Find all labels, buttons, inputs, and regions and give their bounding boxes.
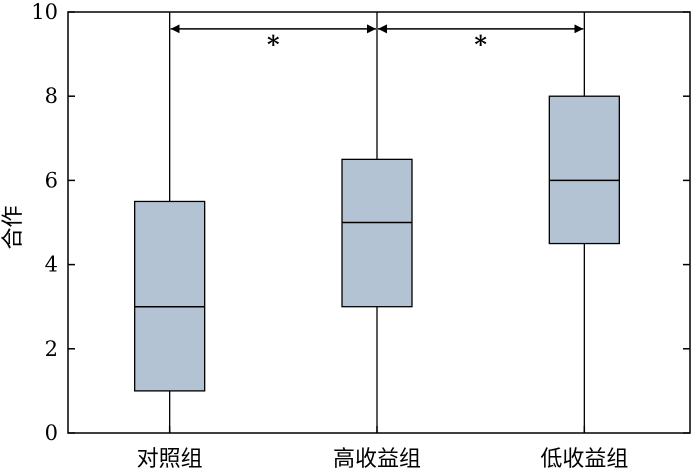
y-tick-label: 4: [45, 253, 58, 277]
y-axis-title: 合作: [1, 205, 26, 249]
y-tick-label: 10: [31, 0, 58, 24]
box-iqr: [341, 158, 413, 308]
y-tick-label: 0: [45, 421, 58, 445]
boxes-layer: [134, 95, 620, 392]
box-iqr: [548, 95, 620, 245]
significance-label: *: [474, 30, 487, 59]
y-tick-label: 6: [45, 168, 58, 192]
y-tick-label: 8: [45, 84, 58, 108]
box-iqr: [134, 200, 206, 392]
x-category-label: 低收益组: [540, 447, 628, 472]
y-tick-label: 2: [45, 337, 58, 361]
x-axis: 对照组 高收益组 低收益组: [137, 426, 628, 472]
x-category-label: 对照组: [137, 447, 203, 472]
significance-label: *: [267, 30, 280, 59]
y-axis: 0 2 4 6 8 10: [31, 0, 690, 445]
significance-layer: * *: [170, 24, 584, 59]
plot-frame: [67, 11, 691, 434]
whiskers-layer: [169, 12, 585, 433]
x-category-label: 高收益组: [333, 447, 421, 472]
